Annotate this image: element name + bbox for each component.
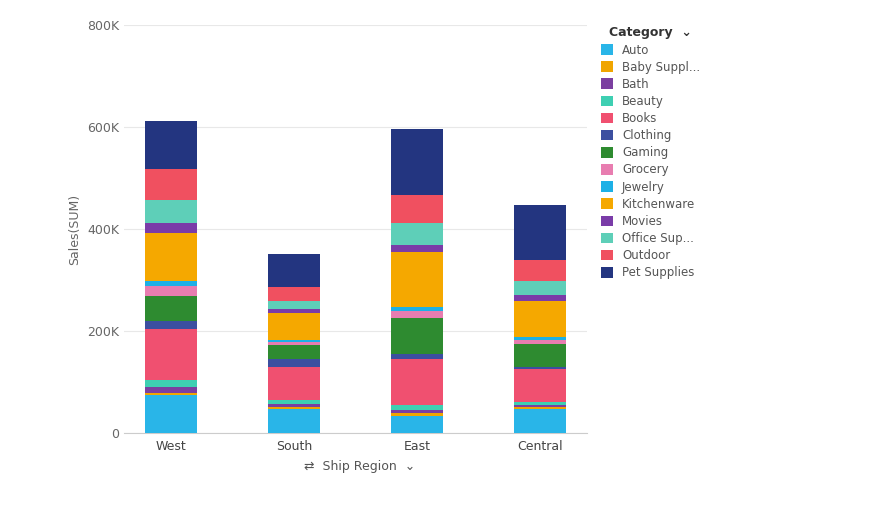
Bar: [391, 411, 442, 413]
Bar: [268, 404, 320, 407]
Bar: [514, 409, 566, 433]
Bar: [514, 369, 566, 402]
Legend: Auto, Baby Suppl..., Bath, Beauty, Books, Clothing, Gaming, Grocery, Jewelry, Ki: Auto, Baby Suppl..., Bath, Beauty, Books…: [597, 23, 704, 283]
Bar: [145, 296, 197, 321]
Bar: [391, 359, 442, 406]
Bar: [514, 366, 566, 369]
Bar: [514, 295, 566, 301]
Bar: [391, 128, 442, 195]
Bar: [514, 408, 566, 409]
Bar: [514, 337, 566, 340]
Bar: [145, 380, 197, 388]
Bar: [391, 413, 442, 415]
Bar: [268, 340, 320, 342]
Bar: [145, 169, 197, 199]
X-axis label:   ⇄  Ship Region  ⌄: ⇄ Ship Region ⌄: [295, 461, 415, 473]
Y-axis label: Sales(SUM): Sales(SUM): [69, 194, 81, 265]
Bar: [145, 329, 197, 380]
Bar: [391, 245, 442, 252]
Bar: [514, 281, 566, 295]
Bar: [268, 309, 320, 313]
Bar: [268, 344, 320, 359]
Bar: [145, 321, 197, 329]
Bar: [145, 223, 197, 233]
Bar: [268, 342, 320, 344]
Bar: [268, 400, 320, 404]
Bar: [514, 402, 566, 405]
Bar: [391, 354, 442, 359]
Bar: [268, 313, 320, 340]
Bar: [145, 233, 197, 281]
Bar: [514, 340, 566, 343]
Bar: [268, 287, 320, 301]
Bar: [268, 254, 320, 287]
Bar: [391, 195, 442, 223]
Bar: [145, 286, 197, 296]
Bar: [268, 410, 320, 433]
Bar: [145, 281, 197, 286]
Bar: [145, 121, 197, 169]
Bar: [145, 395, 197, 433]
Bar: [145, 199, 197, 223]
Bar: [268, 301, 320, 309]
Bar: [514, 261, 566, 281]
Bar: [145, 393, 197, 395]
Bar: [145, 388, 197, 393]
Bar: [391, 252, 442, 307]
Bar: [391, 223, 442, 245]
Bar: [514, 205, 566, 261]
Bar: [391, 406, 442, 411]
Bar: [514, 405, 566, 408]
Bar: [391, 318, 442, 354]
Bar: [391, 311, 442, 318]
Bar: [268, 359, 320, 366]
Bar: [514, 343, 566, 366]
Bar: [268, 407, 320, 410]
Bar: [391, 415, 442, 433]
Bar: [391, 307, 442, 311]
Bar: [268, 366, 320, 400]
Bar: [514, 301, 566, 337]
